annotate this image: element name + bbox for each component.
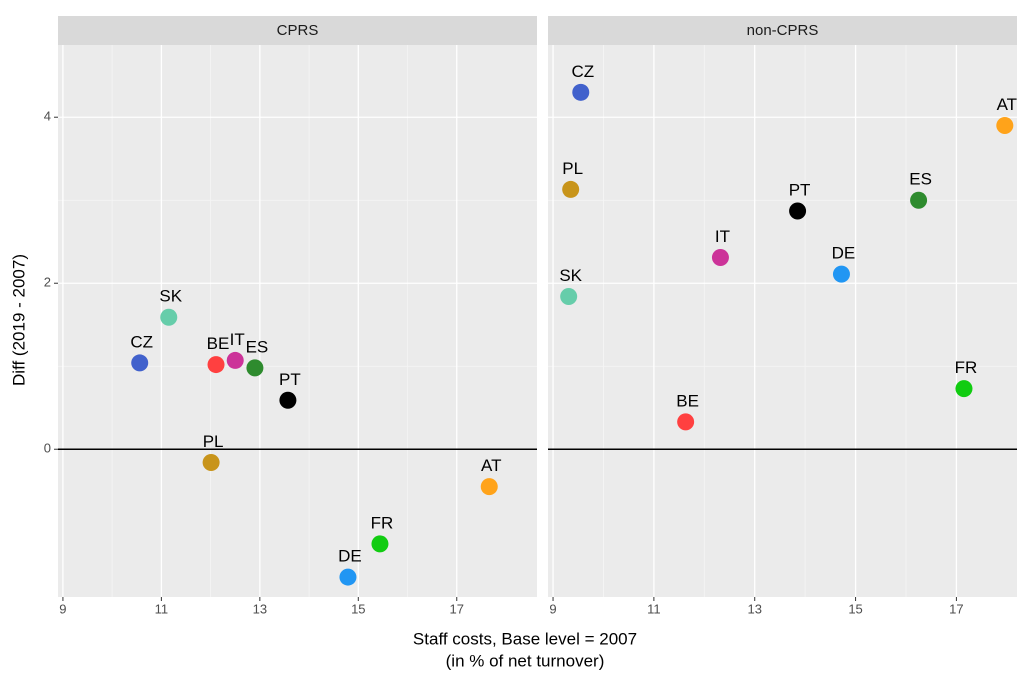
point bbox=[207, 356, 225, 374]
y-tick-label: 4 bbox=[44, 109, 51, 124]
point bbox=[910, 191, 928, 209]
point-label: DE bbox=[832, 244, 856, 263]
point-label: PL bbox=[562, 159, 583, 178]
x-tick-label: 17 bbox=[949, 601, 963, 616]
x-tick-label: 17 bbox=[450, 601, 464, 616]
point-label: AT bbox=[997, 95, 1017, 114]
point bbox=[560, 288, 578, 306]
point bbox=[711, 248, 729, 266]
strip-title: CPRS bbox=[277, 22, 319, 39]
point bbox=[202, 454, 220, 472]
point-label: PT bbox=[789, 180, 811, 199]
point-label: ES bbox=[909, 170, 932, 189]
point bbox=[371, 535, 389, 553]
point bbox=[339, 568, 357, 586]
point-label: PL bbox=[203, 432, 224, 451]
strip-title: non-CPRS bbox=[747, 22, 819, 39]
facet-panel: CPRS 9 11 13 15 17 0 2 4 CZ SK BE IT ES PT PL AT FR DE bbox=[44, 16, 537, 616]
point bbox=[246, 359, 264, 377]
point-label: BE bbox=[207, 334, 230, 353]
point-label: IT bbox=[715, 227, 730, 246]
point-label: FR bbox=[371, 513, 394, 532]
point bbox=[562, 180, 580, 198]
point bbox=[955, 380, 973, 398]
facet-panel: non-CPRS 9 11 13 15 17 CZ PL SK IT PT DE ES AT FR BE bbox=[548, 16, 1017, 616]
strip bbox=[548, 16, 1017, 45]
x-tick-label: 11 bbox=[155, 601, 169, 616]
x-tick-label: 13 bbox=[253, 601, 267, 616]
point-label: PT bbox=[279, 370, 301, 389]
point bbox=[480, 478, 498, 496]
point-label: SK bbox=[159, 287, 182, 306]
point bbox=[279, 391, 297, 409]
x-tick-label: 11 bbox=[647, 601, 661, 616]
panel-background bbox=[548, 45, 1017, 597]
point bbox=[677, 413, 695, 431]
point bbox=[131, 354, 149, 372]
strip bbox=[58, 16, 537, 45]
point-label: CZ bbox=[130, 332, 153, 351]
x-axis-title: (in % of net turnover) bbox=[446, 651, 605, 670]
x-tick-label: 15 bbox=[351, 601, 365, 616]
point-label: SK bbox=[559, 266, 582, 285]
point-label: IT bbox=[230, 330, 245, 349]
point-label: FR bbox=[955, 358, 978, 377]
point-label: ES bbox=[246, 337, 269, 356]
x-axis-title: Staff costs, Base level = 2007 bbox=[413, 629, 637, 648]
point-label: BE bbox=[676, 391, 699, 410]
y-axis-title: Diff (2019 - 2007) bbox=[9, 254, 28, 386]
y-tick-label: 2 bbox=[44, 275, 51, 290]
point bbox=[572, 83, 590, 101]
y-tick-label: 0 bbox=[44, 441, 51, 456]
point bbox=[996, 117, 1014, 135]
point bbox=[789, 202, 807, 220]
point bbox=[832, 265, 850, 283]
point bbox=[160, 308, 178, 326]
point-label: CZ bbox=[571, 62, 594, 81]
x-tick-label: 13 bbox=[747, 601, 761, 616]
point-label: AT bbox=[481, 456, 501, 475]
x-tick-label: 9 bbox=[549, 601, 556, 616]
x-tick-label: 9 bbox=[59, 601, 66, 616]
x-tick-label: 15 bbox=[848, 601, 862, 616]
panel-background bbox=[58, 45, 537, 597]
point bbox=[226, 351, 244, 369]
point-label: DE bbox=[338, 547, 362, 566]
